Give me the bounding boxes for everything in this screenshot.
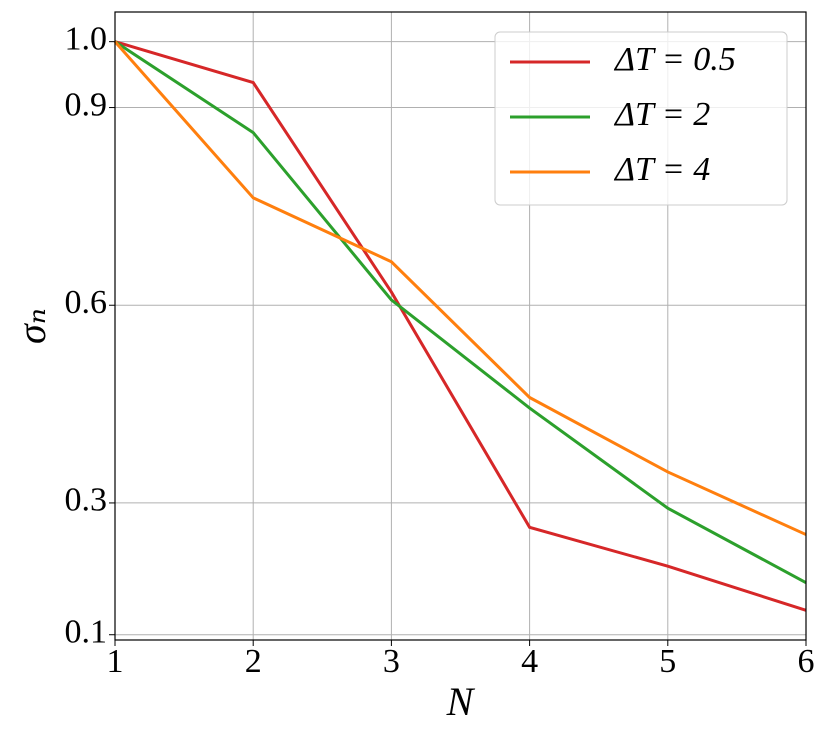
line-series bbox=[114, 40, 807, 612]
x-tick-label: 2 bbox=[245, 643, 262, 680]
plot-frame bbox=[114, 11, 807, 641]
y-tick-label: 0.1 bbox=[65, 614, 108, 651]
y-tick-label: 1.0 bbox=[65, 20, 108, 57]
x-tick-label: 1 bbox=[107, 643, 124, 680]
y-tick-label: 0.9 bbox=[65, 86, 108, 123]
legend-label: ΔT = 4 bbox=[613, 151, 710, 188]
legend-label: ΔT = 0.5 bbox=[613, 41, 736, 78]
x-tick-label: 6 bbox=[798, 643, 815, 680]
legend-box bbox=[494, 31, 788, 206]
line-series bbox=[113, 40, 807, 536]
legend: ΔT = 0.5 ΔT = 2 ΔT = 4 bbox=[494, 31, 788, 206]
y-tick-label: 0.3 bbox=[65, 482, 108, 519]
y-tick-label: 0.6 bbox=[65, 284, 108, 321]
x-tick-label: 5 bbox=[659, 643, 676, 680]
x-axis-label: N bbox=[446, 679, 476, 724]
x-tick-label: 3 bbox=[383, 643, 400, 680]
legend-label: ΔT = 2 bbox=[613, 96, 710, 133]
line-series bbox=[114, 40, 807, 584]
y-axis-label: σₙ bbox=[9, 308, 54, 344]
x-tick-label: 4 bbox=[521, 643, 538, 680]
